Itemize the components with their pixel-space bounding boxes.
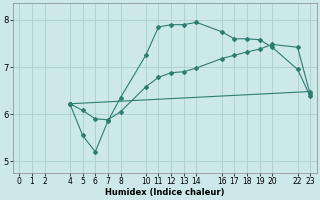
X-axis label: Humidex (Indice chaleur): Humidex (Indice chaleur) — [105, 188, 225, 197]
